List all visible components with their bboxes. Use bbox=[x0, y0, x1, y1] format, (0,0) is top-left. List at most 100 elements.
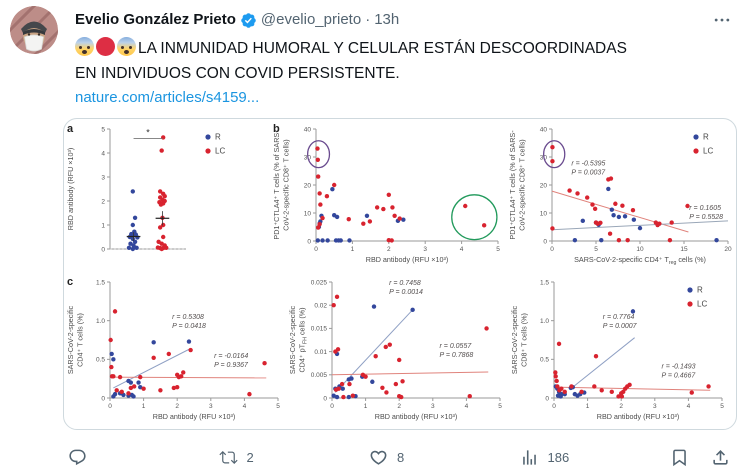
svg-text:0.5: 0.5 bbox=[96, 357, 105, 364]
svg-text:1: 1 bbox=[351, 246, 355, 253]
svg-text:0: 0 bbox=[330, 403, 334, 410]
tweet-image-card[interactable]: a 0 1 2 3 4 5 RBD antibody (RFU ×10³) * R LC b 0 10 2… bbox=[63, 118, 737, 430]
red-circle-emoji bbox=[96, 37, 115, 56]
svg-text:0: 0 bbox=[307, 238, 311, 245]
fearful-face-emoji bbox=[117, 37, 136, 56]
svg-text:P = 0.5528: P = 0.5528 bbox=[689, 214, 723, 221]
svg-text:40: 40 bbox=[540, 126, 548, 133]
svg-text:5: 5 bbox=[720, 403, 724, 410]
svg-text:10: 10 bbox=[636, 246, 644, 253]
author-handle[interactable]: @evelio_prieto bbox=[260, 11, 362, 28]
svg-text:RBD antibody (RFU ×10³): RBD antibody (RFU ×10³) bbox=[597, 412, 679, 421]
svg-text:r = 0.7458: r = 0.7458 bbox=[389, 280, 421, 287]
svg-text:0.015: 0.015 bbox=[311, 326, 328, 333]
svg-text:RBD antibody (RFU ×10³): RBD antibody (RFU ×10³) bbox=[153, 412, 235, 421]
views-count: 186 bbox=[547, 449, 570, 465]
verified-badge-icon bbox=[241, 12, 256, 28]
like-button[interactable]: 8 bbox=[369, 448, 520, 467]
reply-button[interactable] bbox=[68, 448, 219, 467]
panel-c-left-chart: c 0 0.5 1.0 1.5 0 1 2 3 4 5 SARS-CoV-2-specific CD4⁺… bbox=[64, 272, 286, 429]
svg-text:CD4⁺ T cells (%): CD4⁺ T cells (%) bbox=[76, 313, 85, 367]
views-button[interactable]: 186 bbox=[520, 448, 671, 467]
svg-text:PD1⁺CTLA4⁺ T cells (% of SARS-: PD1⁺CTLA4⁺ T cells (% of SARS- bbox=[508, 130, 517, 240]
svg-text:3: 3 bbox=[653, 403, 657, 410]
views-icon bbox=[522, 449, 536, 465]
svg-text:P = 0.0014: P = 0.0014 bbox=[389, 289, 423, 296]
share-icon[interactable] bbox=[711, 448, 730, 467]
svg-text:0: 0 bbox=[545, 395, 549, 402]
panel-b-right-chart: 0 10 20 30 40 0 5 10 15 20 PD1⁺CTLA4⁺ T cells (% o… bbox=[506, 119, 736, 272]
avatar-image bbox=[10, 6, 58, 54]
panel-c-middle-chart: 0 0.005 0.01 0.015 0.02 0.025 0 1 2 3 4 5 SARS-CoV-2… bbox=[286, 272, 508, 429]
svg-text:5: 5 bbox=[498, 403, 502, 410]
tweet-text-line2: EN INDIVIDUOS CON COVID PERSISTENTE. bbox=[75, 65, 400, 82]
svg-text:5: 5 bbox=[496, 246, 500, 253]
svg-text:RBD antibody (RFU ×10³): RBD antibody (RFU ×10³) bbox=[66, 148, 75, 230]
svg-text:3: 3 bbox=[101, 174, 105, 181]
svg-text:2: 2 bbox=[619, 403, 623, 410]
author-name[interactable]: Evelio González Prieto bbox=[75, 11, 236, 28]
svg-text:SARS-CoV-2-specific: SARS-CoV-2-specific bbox=[510, 305, 519, 374]
retweet-button[interactable]: 2 bbox=[218, 448, 370, 467]
svg-text:R: R bbox=[703, 133, 709, 142]
svg-text:1.5: 1.5 bbox=[540, 279, 549, 286]
svg-text:P = 0.0037: P = 0.0037 bbox=[571, 169, 606, 176]
svg-text:5: 5 bbox=[594, 246, 598, 253]
svg-text:SARS-CoV-2-specific: SARS-CoV-2-specific bbox=[288, 305, 297, 374]
timestamp[interactable]: 13h bbox=[374, 11, 400, 28]
svg-text:a: a bbox=[67, 123, 74, 135]
retweet-count: 2 bbox=[246, 449, 254, 465]
svg-text:1: 1 bbox=[101, 222, 105, 229]
bookmark-icon[interactable] bbox=[670, 448, 689, 467]
svg-text:r = 0.7764: r = 0.7764 bbox=[603, 314, 635, 321]
svg-text:P = 0.4667: P = 0.4667 bbox=[662, 373, 697, 380]
svg-text:0: 0 bbox=[101, 246, 105, 253]
svg-text:c: c bbox=[67, 276, 73, 288]
more-button[interactable] bbox=[712, 10, 732, 30]
tweet-emojis bbox=[75, 37, 138, 57]
svg-text:LC: LC bbox=[697, 300, 707, 309]
svg-text:4: 4 bbox=[460, 246, 464, 253]
svg-text:4: 4 bbox=[465, 403, 469, 410]
svg-text:P = 0.9367: P = 0.9367 bbox=[214, 362, 249, 369]
svg-text:0: 0 bbox=[323, 395, 327, 402]
svg-text:LC: LC bbox=[703, 147, 713, 156]
action-right-group bbox=[670, 448, 730, 467]
figure-row-top: a 0 1 2 3 4 5 RBD antibody (RFU ×10³) * R LC b 0 10 2… bbox=[64, 119, 736, 272]
figure-row-bottom: c 0 0.5 1.0 1.5 0 1 2 3 4 5 SARS-CoV-2-specific CD4⁺… bbox=[64, 272, 736, 429]
svg-text:b: b bbox=[273, 123, 280, 135]
svg-text:CD4⁺ pTFH cells (%): CD4⁺ pTFH cells (%) bbox=[298, 307, 309, 372]
svg-text:10: 10 bbox=[304, 210, 312, 217]
svg-text:20: 20 bbox=[304, 182, 312, 189]
svg-text:1: 1 bbox=[586, 403, 590, 410]
svg-text:r = 0.0557: r = 0.0557 bbox=[440, 343, 473, 350]
svg-text:4: 4 bbox=[243, 403, 247, 410]
svg-text:1.0: 1.0 bbox=[540, 318, 549, 325]
svg-text:20: 20 bbox=[724, 246, 732, 253]
svg-text:PD1⁺CTLA4⁺ T cells (% of SARS-: PD1⁺CTLA4⁺ T cells (% of SARS- bbox=[272, 130, 281, 240]
svg-text:0: 0 bbox=[108, 403, 112, 410]
svg-text:SARS-CoV-2-specific CD4⁺ Treg: SARS-CoV-2-specific CD4⁺ Treg cells (%) bbox=[574, 255, 706, 266]
svg-text:2: 2 bbox=[397, 403, 401, 410]
svg-text:0.005: 0.005 bbox=[311, 372, 328, 379]
avatar[interactable] bbox=[10, 6, 58, 54]
svg-text:0: 0 bbox=[550, 246, 554, 253]
svg-text:r = -0.5395: r = -0.5395 bbox=[571, 160, 605, 167]
tweet-text-line1: LA INMUNIDAD HUMORAL Y CELULAR ESTÁN DES… bbox=[138, 40, 627, 57]
svg-text:20: 20 bbox=[540, 182, 548, 189]
svg-text:P = 0.0007: P = 0.0007 bbox=[603, 323, 638, 330]
tweet-header: Evelio González Prieto @evelio_prieto · … bbox=[75, 10, 730, 30]
svg-text:LC: LC bbox=[215, 147, 225, 156]
svg-text:1.0: 1.0 bbox=[96, 318, 105, 325]
svg-text:0.01: 0.01 bbox=[314, 349, 327, 356]
svg-text:r = 0.1605: r = 0.1605 bbox=[689, 205, 721, 212]
svg-text:*: * bbox=[146, 128, 150, 138]
svg-text:1.5: 1.5 bbox=[96, 279, 105, 286]
article-link[interactable]: nature.com/articles/s4159... bbox=[75, 89, 260, 106]
panel-a-chart: a 0 1 2 3 4 5 RBD antibody (RFU ×10³) * R LC bbox=[64, 119, 270, 272]
svg-text:1: 1 bbox=[364, 403, 368, 410]
tweet-body: LA INMUNIDAD HUMORAL Y CELULAR ESTÁN DES… bbox=[75, 36, 730, 86]
svg-text:2: 2 bbox=[387, 246, 391, 253]
svg-text:r = 0.5308: r = 0.5308 bbox=[172, 314, 204, 321]
fearful-face-emoji bbox=[75, 37, 94, 56]
